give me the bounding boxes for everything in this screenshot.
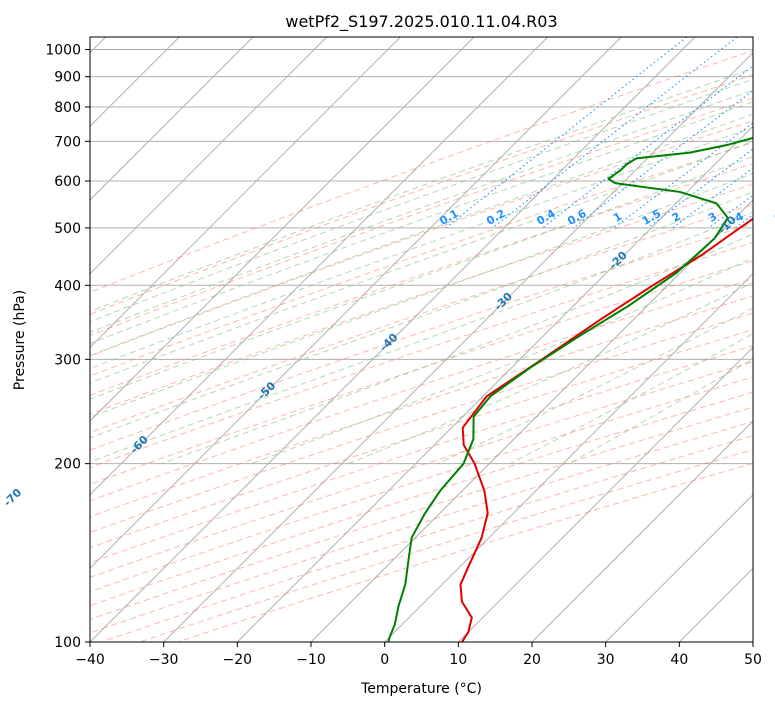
- dry-adiabat-line: [90, 312, 753, 534]
- isotherm-line: [90, 37, 549, 496]
- dry-adiabat-line: [90, 260, 753, 485]
- x-tick-label: −20: [223, 652, 253, 668]
- x-tick-label: 20: [523, 652, 541, 668]
- x-tick-label: 30: [597, 652, 615, 668]
- moist-adiabat-line: [90, 172, 753, 418]
- moist-adiabat-line: [90, 211, 753, 463]
- dry-adiabat-line: [90, 74, 753, 315]
- x-tick-label: 0: [380, 652, 389, 668]
- dry-adiabat-line: [90, 183, 753, 415]
- isotherm-line: [90, 37, 254, 201]
- dry-adiabat-line: [90, 329, 753, 549]
- temperature-profile: [459, 217, 753, 642]
- isotherm-line: [163, 51, 753, 642]
- moist-adiabat-line: [251, 257, 753, 465]
- moist-adiabat-line: [90, 67, 753, 313]
- isotherm-line: [236, 125, 753, 642]
- mixing-ratio-line: [647, 148, 753, 229]
- isotherm-line: [531, 420, 753, 642]
- mixing-ratio-line: [672, 167, 753, 229]
- moist-adiabat-line: [347, 281, 753, 465]
- dry-adiabat-line: [90, 391, 753, 607]
- moist-adiabat-line: [90, 156, 753, 400]
- isotherm-line: [605, 493, 753, 642]
- isotherm-line: [90, 37, 328, 275]
- moist-adiabat-line: [90, 78, 753, 323]
- y-tick-label: 700: [54, 134, 81, 150]
- x-tick-label: −10: [296, 652, 326, 668]
- plot-frame: [89, 36, 754, 643]
- chart-title: wetPf2_S197.2025.010.11.04.R03: [285, 12, 557, 32]
- y-tick-label: 1000: [45, 43, 81, 59]
- moist-adiabat-line: [90, 101, 753, 345]
- y-tick-label: 900: [54, 70, 81, 86]
- isotherm-line: [90, 37, 401, 349]
- x-tick-label: −30: [149, 652, 179, 668]
- y-tick-label: 600: [54, 174, 81, 190]
- moist-adiabat-line: [90, 126, 753, 370]
- mixing-ratio-line: [492, 37, 738, 229]
- moist-adiabat-line: [90, 140, 753, 384]
- dry-adiabat-line: [90, 50, 753, 293]
- y-tick-label: 100: [54, 635, 81, 651]
- mixing-ratio-line: [445, 37, 688, 229]
- isotherm-line: [90, 37, 622, 570]
- dry-adiabat-line: [90, 278, 753, 502]
- x-tick-label: 10: [449, 652, 467, 668]
- isotherm-line: [457, 346, 753, 642]
- dry-adiabat-line: [90, 223, 753, 451]
- moist-adiabat-line: [90, 89, 753, 333]
- dry-adiabat-line: [90, 163, 753, 396]
- mixing-ratio-label: 6: [772, 210, 775, 225]
- x-tick-label: −40: [75, 652, 105, 668]
- x-tick-label: 50: [744, 652, 762, 668]
- y-tick-label: 300: [54, 352, 81, 368]
- isotherm-line: [90, 37, 475, 422]
- y-tick-label: 200: [54, 457, 81, 473]
- x-axis-title: Temperature (°C): [360, 681, 482, 697]
- isotherm-line: [384, 272, 753, 642]
- dry-adiabat-line: [90, 120, 753, 357]
- moist-adiabat-line: [90, 113, 753, 357]
- y-tick-label: 800: [54, 100, 81, 116]
- isotherm-line: [90, 37, 696, 642]
- y-axis-title: Pressure (hPa): [12, 290, 28, 390]
- dry-adiabat-line: [90, 97, 753, 337]
- y-tick-label: 400: [54, 278, 81, 294]
- y-tick-label: 500: [54, 221, 81, 237]
- dry-adiabat-line: [90, 142, 753, 377]
- x-tick-label: 40: [670, 652, 688, 668]
- dewpoint-profile: [387, 136, 753, 642]
